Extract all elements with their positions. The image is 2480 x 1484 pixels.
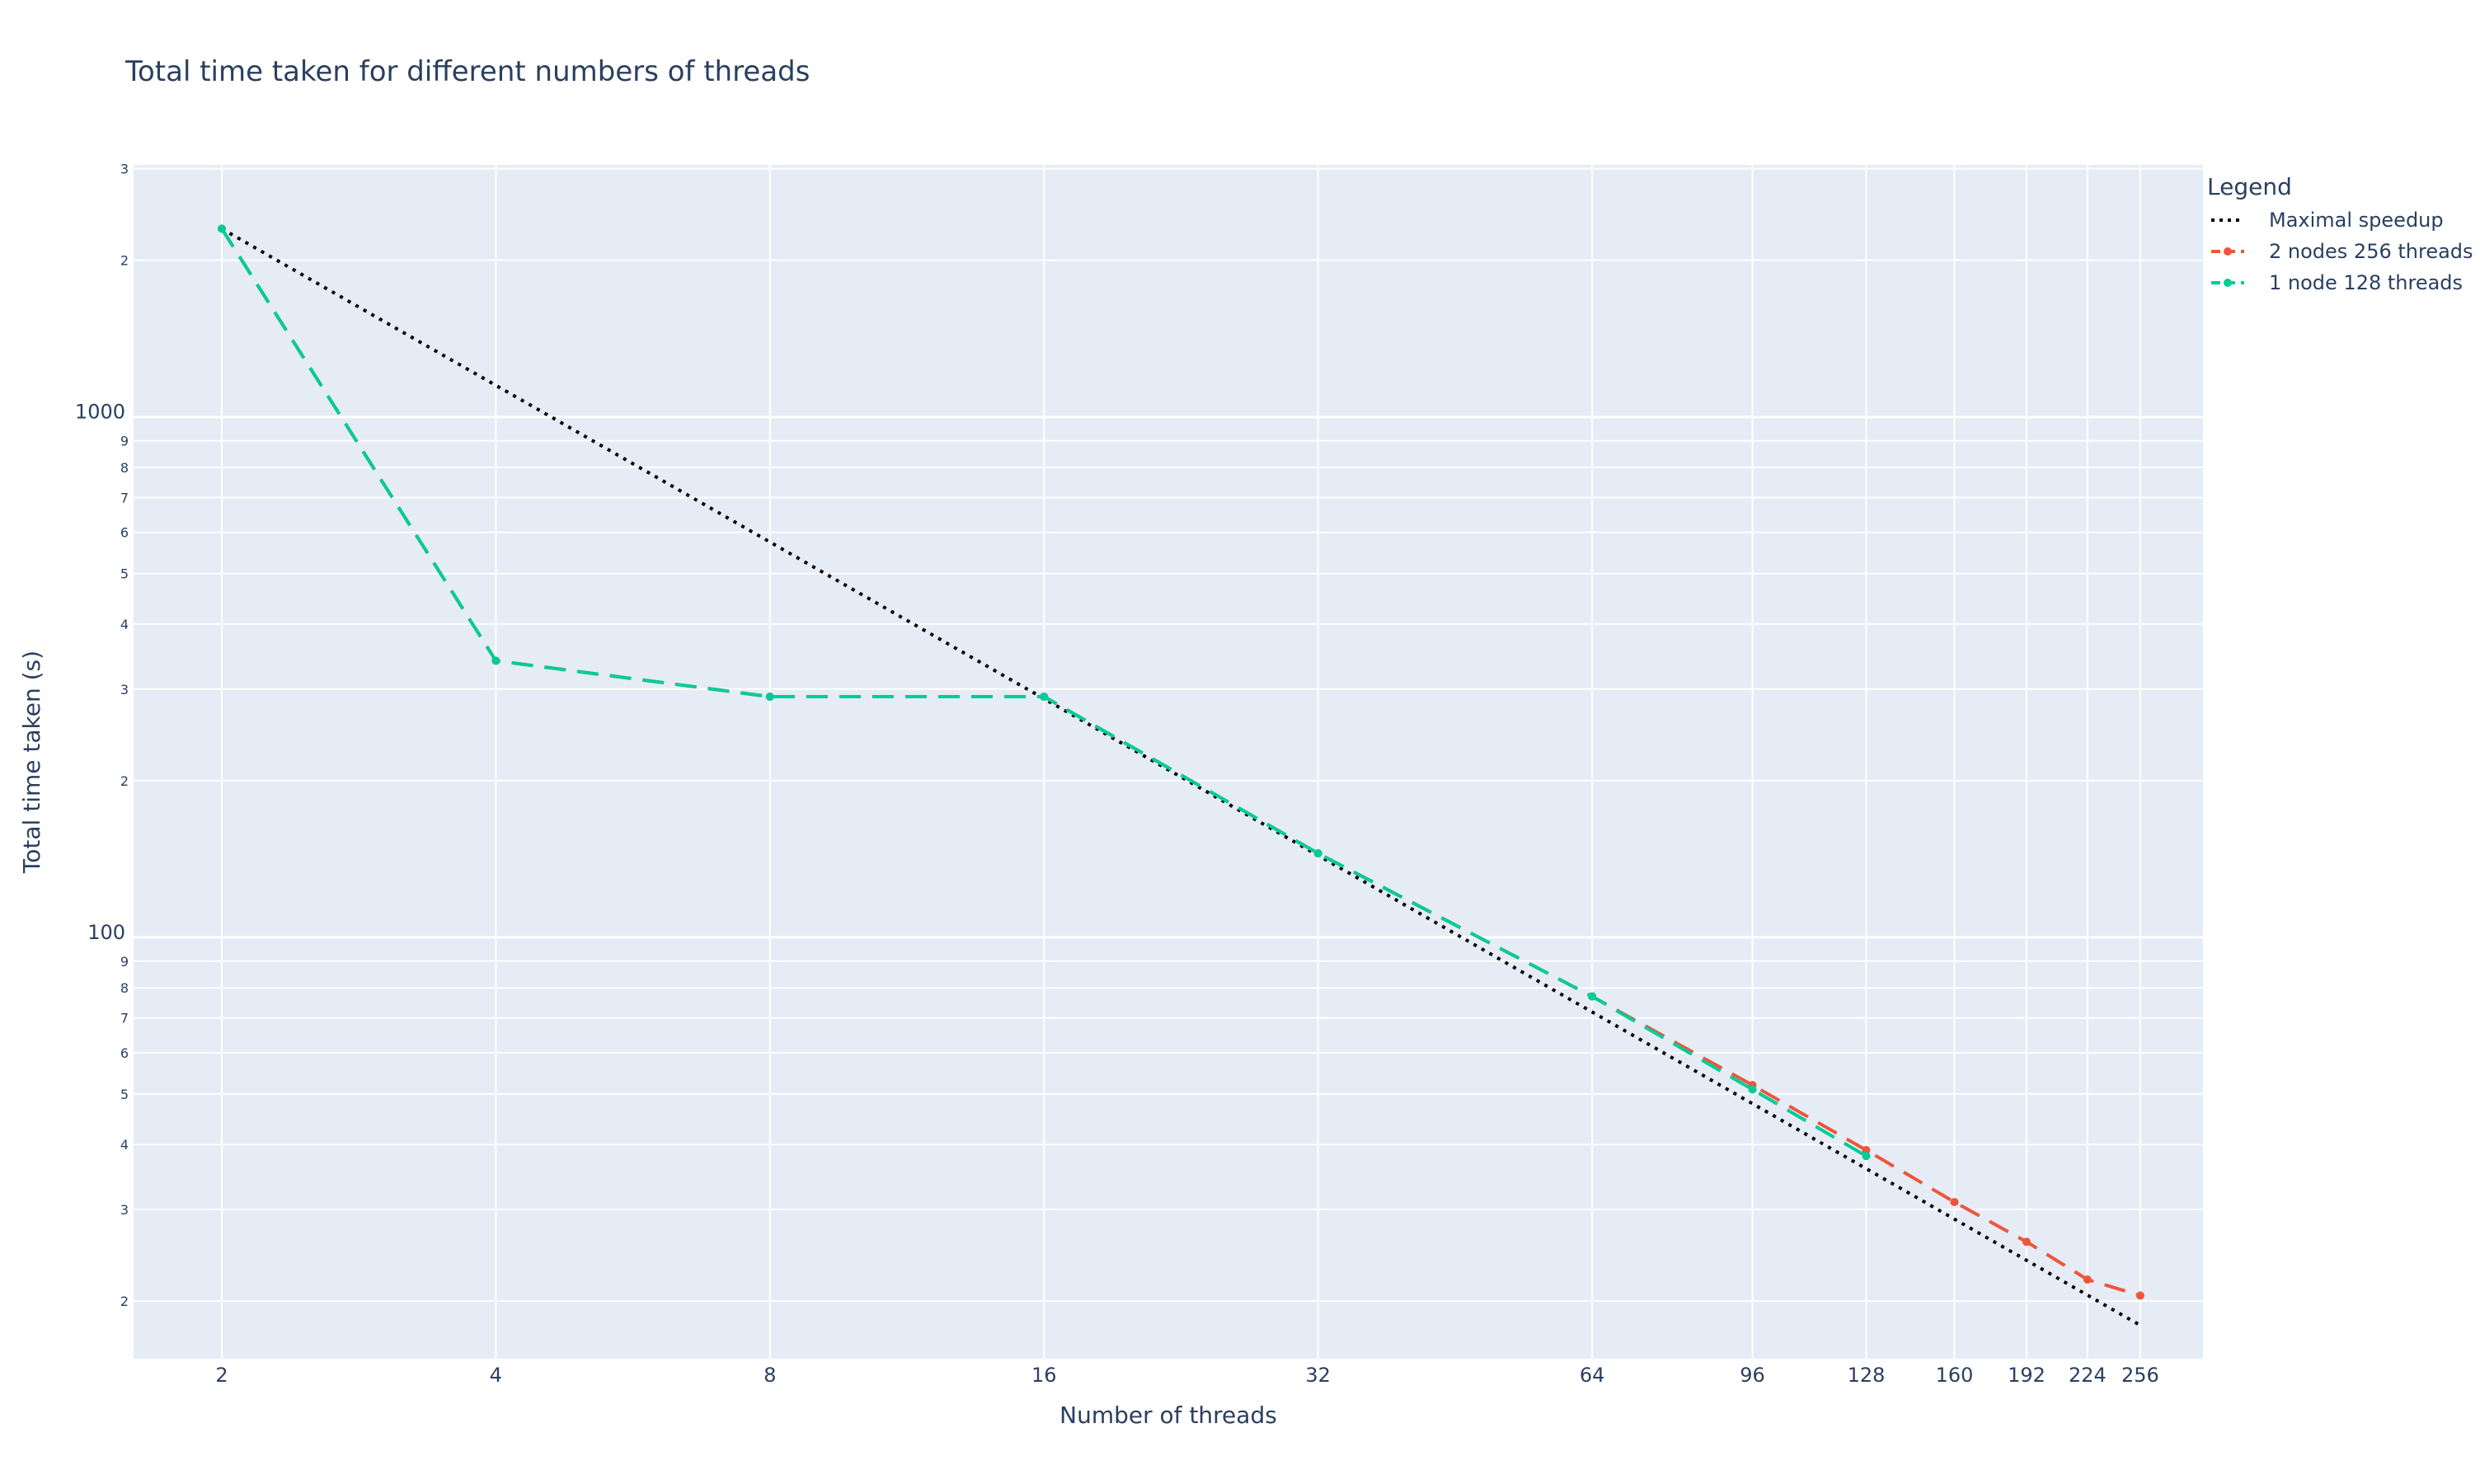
y-minor-tick-label: 7 xyxy=(120,490,129,505)
data-point[interactable] xyxy=(2022,1237,2031,1247)
y-minor-tick-label: 5 xyxy=(120,1087,129,1102)
series-1-node-128-threads xyxy=(218,224,1871,1161)
data-point[interactable] xyxy=(1313,849,1322,858)
y-minor-tick-label: 2 xyxy=(120,773,129,789)
y-minor-tick-label: 9 xyxy=(120,434,129,449)
y-major-tick-label: 1000 xyxy=(75,401,125,424)
x-tick-label: 128 xyxy=(1848,1364,1886,1387)
x-tick-label: 4 xyxy=(490,1364,502,1387)
x-tick-label: 192 xyxy=(2008,1364,2046,1387)
y-minor-tick-label: 9 xyxy=(120,954,129,970)
y-minor-tick-label: 4 xyxy=(120,1137,129,1153)
series-line xyxy=(221,227,2141,1327)
chart-title: Total time taken for different numbers o… xyxy=(124,55,810,88)
data-point[interactable] xyxy=(765,693,774,702)
data-point[interactable] xyxy=(1950,1197,1959,1206)
x-tick-label: 2 xyxy=(215,1364,228,1387)
data-point[interactable] xyxy=(491,656,500,665)
legend-label: 2 nodes 256 threads xyxy=(2269,240,2473,263)
y-minor-tick-label: 6 xyxy=(120,525,129,541)
x-tick-labels: 2 4 8 16 32 64 96 128 160 192 224 256 xyxy=(215,1364,2158,1387)
data-point[interactable] xyxy=(2083,1275,2092,1284)
data-point[interactable] xyxy=(1040,693,1049,702)
legend-label: 1 node 128 threads xyxy=(2269,271,2463,294)
x-tick-label: 224 xyxy=(2069,1364,2107,1387)
x-axis-title: Number of threads xyxy=(1059,1402,1277,1429)
x-gridlines xyxy=(221,165,2141,1359)
y-minor-tick-label: 8 xyxy=(120,460,129,476)
data-point[interactable] xyxy=(218,224,227,233)
y-minor-tick-label: 3 xyxy=(120,682,129,697)
y-axis-title: Total time taken (s) xyxy=(18,650,45,874)
y-gridlines xyxy=(134,167,2203,1303)
data-point[interactable] xyxy=(1748,1085,1757,1094)
legend-marker xyxy=(2224,279,2232,287)
data-point[interactable] xyxy=(1862,1152,1871,1161)
x-tick-label: 16 xyxy=(1031,1364,1057,1387)
x-tick-label: 32 xyxy=(1305,1364,1331,1387)
y-minor-tick-label: 4 xyxy=(120,617,129,632)
y-minor-tick-label: 2 xyxy=(120,1294,129,1309)
y-minor-tick-label: 3 xyxy=(120,162,129,177)
legend-item[interactable]: Maximal speedup xyxy=(2211,209,2444,232)
data-point[interactable] xyxy=(1862,1146,1871,1155)
x-tick-label: 8 xyxy=(763,1364,776,1387)
x-tick-label: 96 xyxy=(1740,1364,1765,1387)
data-point[interactable] xyxy=(1588,992,1597,1001)
y-minor-tick-label: 5 xyxy=(120,566,129,582)
series-maximal-speedup xyxy=(221,227,2141,1327)
x-tick-label: 64 xyxy=(1580,1364,1605,1387)
y-minor-tick-label: 3 xyxy=(120,1202,129,1218)
y-major-tick-label: 100 xyxy=(87,921,125,944)
legend[interactable]: Legend Maximal speedup 2 nodes 256 thread… xyxy=(2207,173,2473,294)
data-point[interactable] xyxy=(2135,1291,2144,1300)
legend-marker xyxy=(2224,247,2232,256)
legend-label: Maximal speedup xyxy=(2269,209,2444,232)
y-minor-tick-label: 2 xyxy=(120,253,129,269)
y-minor-tick-label: 8 xyxy=(120,980,129,996)
legend-item[interactable]: 1 node 128 threads xyxy=(2211,271,2463,294)
legend-items[interactable]: Maximal speedup 2 nodes 256 threads 1 node… xyxy=(2211,209,2473,294)
x-tick-label: 256 xyxy=(2121,1364,2159,1387)
y-minor-tick-label: 7 xyxy=(120,1011,129,1026)
y-tick-labels: 2 3 4 5 6 7 8 9 2 3 4 5 6 7 8 9 2 3 100 1000 xyxy=(75,162,129,1310)
x-tick-label: 160 xyxy=(1936,1364,1974,1387)
series-layer xyxy=(218,224,2144,1327)
plot-background xyxy=(134,165,2203,1359)
y-minor-tick-label: 6 xyxy=(120,1045,129,1061)
legend-title: Legend xyxy=(2207,173,2292,200)
legend-item[interactable]: 2 nodes 256 threads xyxy=(2211,240,2473,263)
